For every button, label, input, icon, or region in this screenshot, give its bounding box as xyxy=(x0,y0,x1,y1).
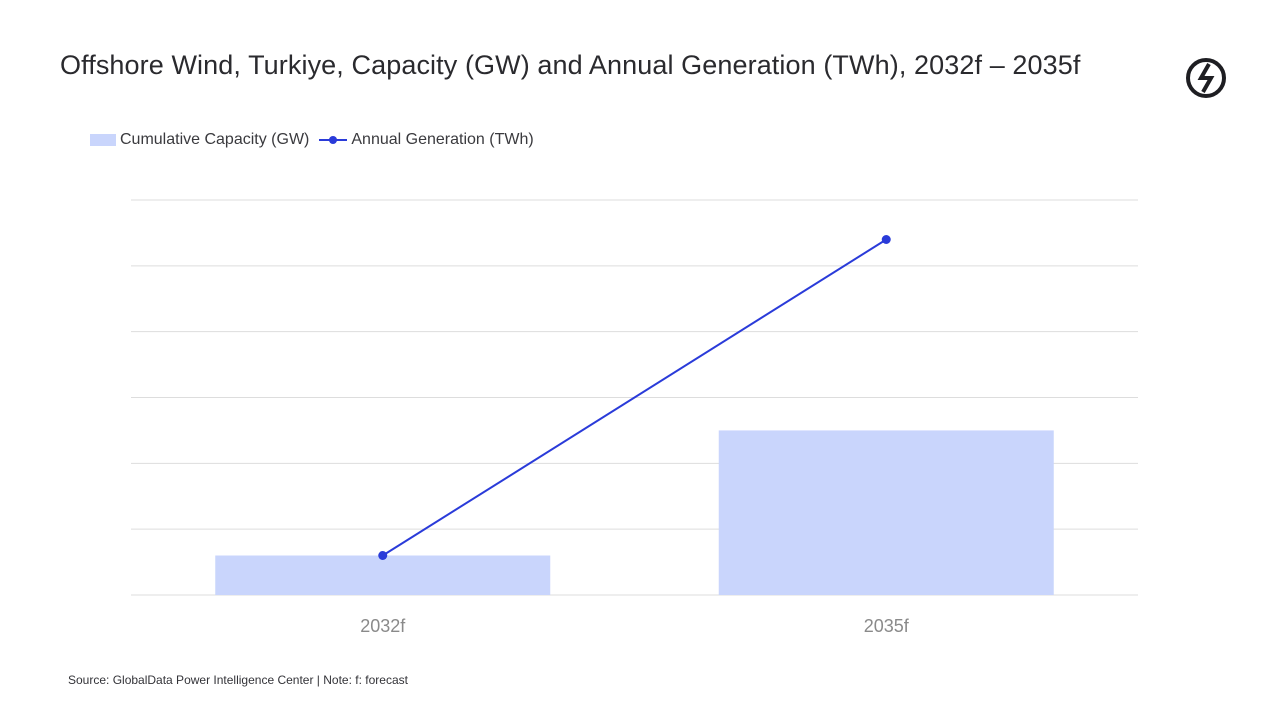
legend-swatch-line xyxy=(319,134,348,146)
legend-item-capacity: Cumulative Capacity (GW) xyxy=(90,131,309,149)
chart-title: Offshore Wind, Turkiye, Capacity (GW) an… xyxy=(60,50,1081,80)
legend-swatch-bar xyxy=(90,134,116,146)
bar-capacity-2035f xyxy=(718,430,1054,595)
x-tick-label: 2035f xyxy=(864,616,910,636)
source-note: Source: GlobalData Power Intelligence Ce… xyxy=(68,673,408,687)
x-tick-label: 2032f xyxy=(360,616,406,636)
bar-capacity-2032f xyxy=(215,555,551,595)
chart-legend: Cumulative Capacity (GW) Annual Generati… xyxy=(90,129,544,151)
globaldata-logo-icon xyxy=(1186,58,1226,98)
point-generation-2032f xyxy=(378,551,388,560)
legend-label-capacity: Cumulative Capacity (GW) xyxy=(120,131,310,148)
legend-label-generation: Annual Generation (TWh) xyxy=(351,131,534,148)
line-generation xyxy=(382,238,887,557)
point-generation-2035f xyxy=(881,235,891,244)
legend-item-generation: Annual Generation (TWh) xyxy=(319,131,534,149)
